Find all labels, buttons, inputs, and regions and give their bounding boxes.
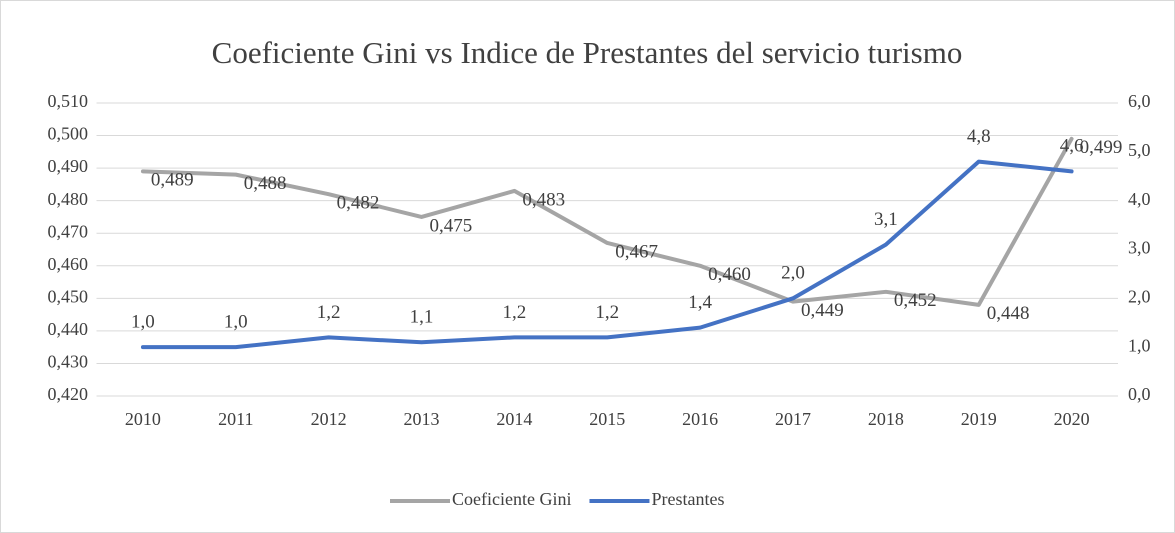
y2-tick-label: 5,0: [1128, 140, 1151, 160]
x-tick-label: 2020: [1054, 409, 1090, 429]
x-tick-label: 2010: [125, 409, 161, 429]
x-tick-label: 2016: [682, 409, 718, 429]
legend-label: Coeficiente Gini: [452, 489, 571, 509]
data-label: 1,2: [317, 302, 341, 323]
data-label: 1,4: [688, 292, 712, 313]
data-label: 4,6: [1060, 136, 1084, 157]
data-label: 1,2: [595, 302, 619, 323]
data-label: 0,460: [708, 264, 751, 285]
y-tick-label: 0,460: [48, 254, 89, 274]
y-tick-label: 0,510: [48, 91, 89, 111]
y2-tick-label: 3,0: [1128, 238, 1151, 258]
x-tick-label: 2014: [496, 409, 532, 429]
data-label: 0,467: [615, 241, 658, 262]
y2-tick-label: 4,0: [1128, 189, 1151, 209]
data-label: 4,8: [967, 126, 991, 147]
data-label: 2,0: [781, 263, 805, 284]
x-tick-label: 2012: [311, 409, 347, 429]
x-tick-label: 2017: [775, 409, 811, 429]
y-tick-label: 0,480: [48, 189, 89, 209]
y2-tick-label: 1,0: [1128, 335, 1151, 355]
x-tick-label: 2019: [961, 409, 997, 429]
y-tick-label: 0,500: [48, 124, 89, 144]
x-tick-label: 2015: [589, 409, 625, 429]
data-label: 0,475: [430, 215, 473, 236]
chart-title: Coeficiente Gini vs Indice de Prestantes…: [212, 35, 963, 70]
data-label: 1,0: [224, 312, 248, 333]
data-label: 0,452: [894, 290, 937, 311]
series-line: [140, 159, 1074, 350]
y-tick-label: 0,470: [48, 221, 89, 241]
data-label: 3,1: [874, 209, 898, 230]
x-tick-label: 2018: [868, 409, 904, 429]
y2-tick-label: 6,0: [1128, 91, 1151, 111]
y2-tick-label: 0,0: [1128, 384, 1151, 404]
y2-tick-label: 2,0: [1128, 286, 1151, 306]
legend-label: Prestantes: [651, 489, 724, 509]
y-tick-label: 0,490: [48, 156, 89, 176]
data-label: 0,448: [987, 303, 1030, 324]
data-label: 1,0: [131, 312, 155, 333]
data-label: 0,489: [151, 170, 194, 191]
x-tick-label: 2011: [218, 409, 253, 429]
series-line: [140, 136, 1074, 307]
y-tick-label: 0,420: [48, 384, 89, 404]
y-tick-label: 0,430: [48, 352, 89, 372]
data-label: 1,1: [410, 307, 434, 328]
data-label: 0,488: [244, 173, 287, 194]
y-tick-label: 0,450: [48, 286, 89, 306]
data-label: 1,2: [503, 302, 527, 323]
data-label: 0,483: [522, 189, 565, 210]
x-tick-label: 2013: [404, 409, 440, 429]
data-label: 0,449: [801, 300, 844, 321]
data-label: 0,499: [1080, 137, 1123, 158]
data-label: 0,482: [337, 193, 380, 214]
y-tick-label: 0,440: [48, 319, 89, 339]
